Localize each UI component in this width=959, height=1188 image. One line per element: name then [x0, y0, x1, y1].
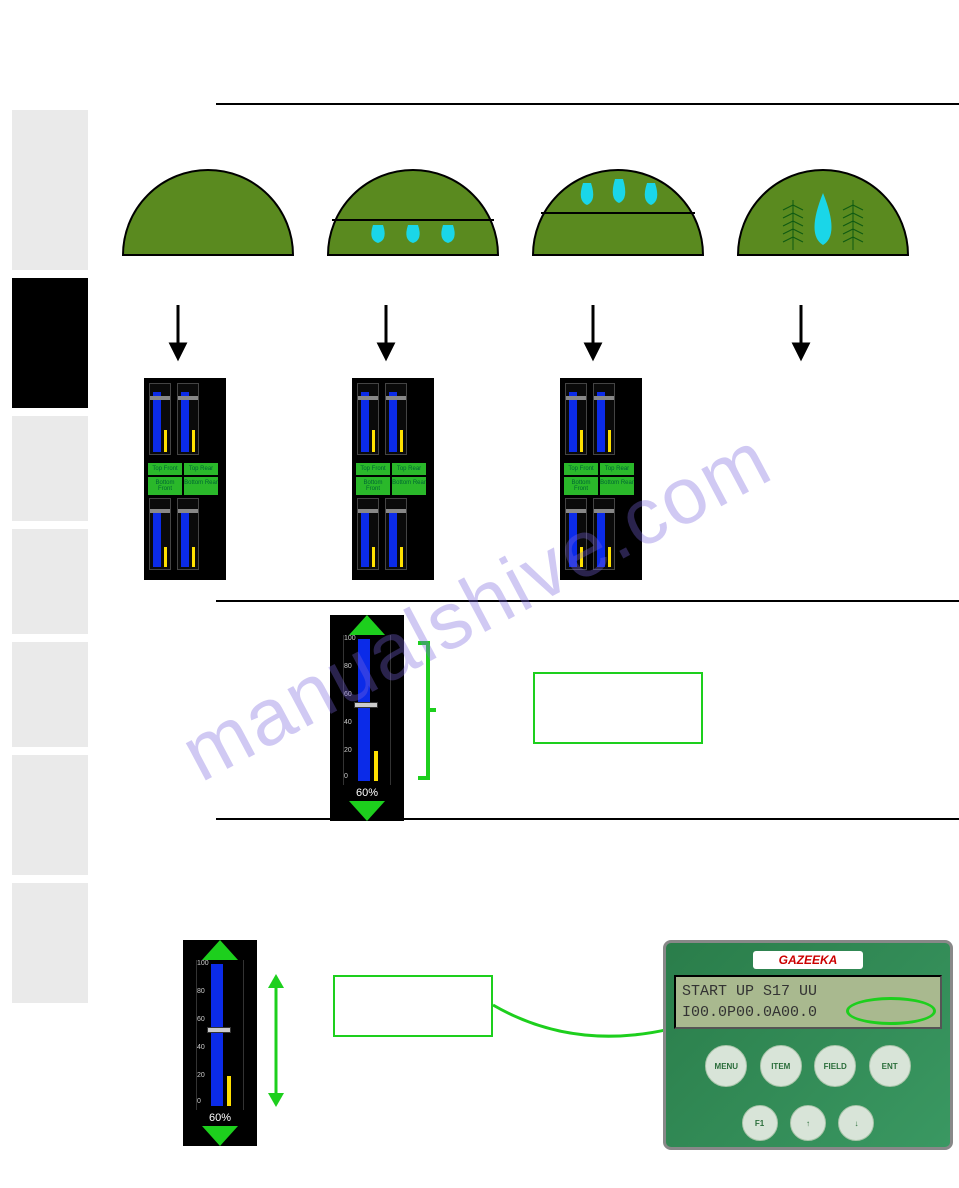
device-logo: GAZEEKA [753, 951, 863, 969]
device-down-button[interactable]: ↓ [838, 1105, 874, 1141]
arrow-up-icon[interactable] [349, 615, 385, 635]
lcd-screen: START UP S17 UU I00.0P00.0A00.0 [674, 975, 942, 1029]
updown-arrow-icon [264, 972, 294, 1112]
gauge-button[interactable]: Top Front [564, 463, 598, 475]
percent-label: 60% [183, 1110, 257, 1126]
gauge-button[interactable]: Top Front [356, 463, 390, 475]
gauge-button[interactable]: Bottom Front [356, 477, 390, 495]
callout-box [533, 672, 703, 744]
device-f1-button[interactable]: F1 [742, 1105, 778, 1141]
percent-label: 60% [330, 785, 404, 801]
section-divider [216, 103, 959, 105]
device-up-button[interactable]: ↑ [790, 1105, 826, 1141]
callout-box [333, 975, 493, 1037]
gauge-button[interactable]: Top Front [148, 463, 182, 475]
sidebar-tab [12, 883, 88, 1003]
tick-label: 20 [197, 1072, 205, 1079]
tick-label: 60 [197, 1016, 205, 1023]
tick-label: 0 [344, 773, 348, 780]
tick-label: 100 [197, 960, 209, 967]
tick-label: 80 [344, 663, 352, 670]
gauge-button[interactable]: Top Rear [600, 463, 634, 475]
tick-label: 0 [197, 1098, 201, 1105]
gauge-group-1: Top Front Top Rear Bottom Front Bottom R… [144, 378, 226, 580]
arrow-row [108, 300, 928, 370]
gauge-button[interactable]: Bottom Rear [392, 477, 426, 495]
section-divider [216, 600, 959, 602]
tick-label: 20 [344, 747, 352, 754]
gauge-group-3: Top Front Top Rear Bottom Front Bottom R… [560, 378, 642, 580]
arrow-down-icon[interactable] [349, 801, 385, 821]
device-item-button[interactable]: ITEM [760, 1045, 802, 1087]
tick-label: 80 [197, 988, 205, 995]
gauge-button[interactable]: Bottom Rear [184, 477, 218, 495]
arrow-up-icon[interactable] [202, 940, 238, 960]
section-divider [216, 818, 959, 820]
tick-label: 60 [344, 691, 352, 698]
moisture-slider-2[interactable]: 100 80 60 40 20 0 60% [183, 940, 257, 1146]
device-ent-button[interactable]: ENT [869, 1045, 911, 1087]
sidebar-tab [12, 755, 88, 875]
gauge-button[interactable]: Bottom Front [564, 477, 598, 495]
gauge-button[interactable]: Top Rear [184, 463, 218, 475]
gauge-button[interactable]: Bottom Front [148, 477, 182, 495]
gauge-button[interactable]: Top Rear [392, 463, 426, 475]
sidebar-tab-active [12, 278, 88, 408]
highlight-ellipse [846, 997, 936, 1025]
device-field-button[interactable]: FIELD [814, 1045, 856, 1087]
sidebar-tab [12, 642, 88, 747]
tick-label: 40 [197, 1044, 205, 1051]
tick-label: 40 [344, 719, 352, 726]
moisture-slider-1[interactable]: 100 80 60 40 20 0 60% [330, 615, 404, 821]
sidebar-tab [12, 110, 88, 270]
bracket-icon [408, 638, 438, 788]
device-menu-button[interactable]: MENU [705, 1045, 747, 1087]
sidebar-tab [12, 529, 88, 634]
gauge-group-2: Top Front Top Rear Bottom Front Bottom R… [352, 378, 434, 580]
sidebar [12, 110, 88, 1011]
arrow-down-icon[interactable] [202, 1126, 238, 1146]
sidebar-tab [12, 416, 88, 521]
tick-label: 100 [344, 635, 356, 642]
dome-diagram-row [108, 165, 928, 285]
gauge-button[interactable]: Bottom Rear [600, 477, 634, 495]
gazeeka-device: GAZEEKA START UP S17 UU I00.0P00.0A00.0 … [663, 940, 953, 1150]
